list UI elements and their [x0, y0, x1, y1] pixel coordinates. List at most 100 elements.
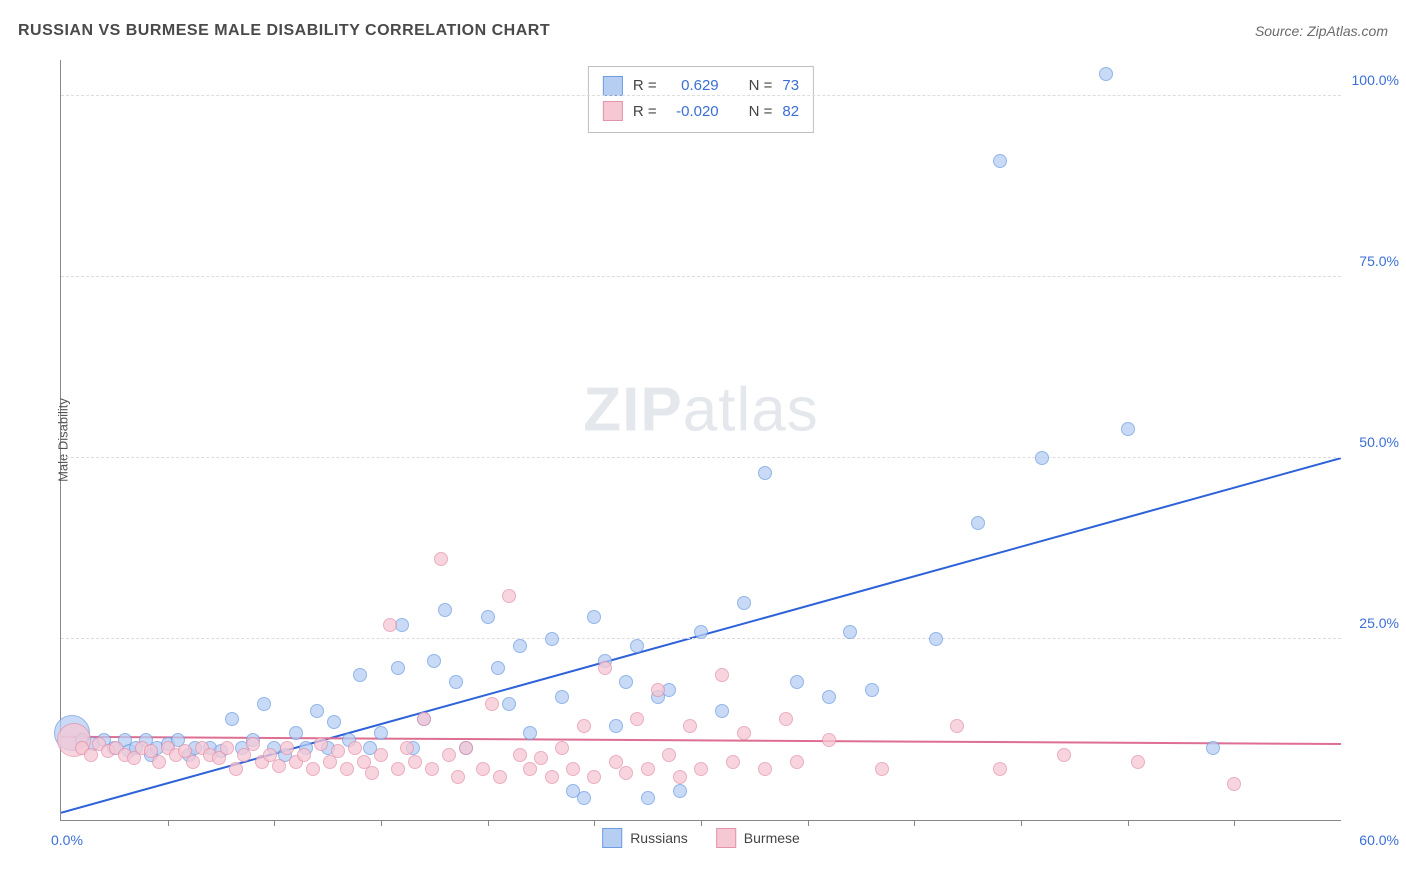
data-point: [630, 712, 644, 726]
data-point: [152, 755, 166, 769]
data-point: [502, 697, 516, 711]
watermark-atlas: atlas: [683, 375, 819, 444]
y-tick-label: 25.0%: [1359, 615, 1399, 631]
x-tick: [808, 820, 809, 826]
data-point: [523, 762, 537, 776]
data-point: [758, 466, 772, 480]
legend-label: Russians: [630, 830, 688, 846]
chart-title: RUSSIAN VS BURMESE MALE DISABILITY CORRE…: [18, 22, 550, 40]
x-tick: [1234, 820, 1235, 826]
data-point: [427, 654, 441, 668]
legend-swatch: [603, 76, 623, 96]
data-point: [822, 733, 836, 747]
data-point: [929, 632, 943, 646]
data-point: [577, 719, 591, 733]
data-point: [673, 784, 687, 798]
data-point: [476, 762, 490, 776]
r-value: -0.020: [667, 99, 719, 125]
data-point: [619, 675, 633, 689]
data-point: [545, 770, 559, 784]
data-point: [327, 715, 341, 729]
data-point: [555, 690, 569, 704]
legend-swatch: [603, 101, 623, 121]
x-tick: [488, 820, 489, 826]
series-legend: Russians Burmese: [602, 828, 800, 848]
data-point: [1099, 67, 1113, 81]
trend-lines: [61, 60, 1341, 820]
data-point: [310, 704, 324, 718]
data-point: [449, 675, 463, 689]
x-tick: [168, 820, 169, 826]
data-point: [694, 625, 708, 639]
data-point: [630, 639, 644, 653]
data-point: [673, 770, 687, 784]
r-label: R =: [633, 99, 657, 125]
data-point: [1206, 741, 1220, 755]
data-point: [459, 741, 473, 755]
data-point: [340, 762, 354, 776]
n-label: N =: [749, 99, 773, 125]
watermark: ZIPatlas: [583, 374, 818, 445]
data-point: [1035, 451, 1049, 465]
data-point: [513, 639, 527, 653]
x-origin-label: 0.0%: [51, 832, 83, 848]
data-point: [374, 748, 388, 762]
data-point: [651, 683, 665, 697]
legend-item: Russians: [602, 828, 688, 848]
data-point: [306, 762, 320, 776]
x-tick: [274, 820, 275, 826]
data-point: [481, 610, 495, 624]
data-point: [493, 770, 507, 784]
data-point: [220, 741, 234, 755]
data-point: [566, 762, 580, 776]
data-point: [993, 762, 1007, 776]
y-tick-label: 50.0%: [1359, 434, 1399, 450]
data-point: [391, 661, 405, 675]
y-axis-title: Male Disability: [55, 398, 70, 482]
data-point: [587, 770, 601, 784]
data-point: [555, 741, 569, 755]
data-point: [186, 755, 200, 769]
data-point: [425, 762, 439, 776]
data-point: [726, 755, 740, 769]
data-point: [289, 726, 303, 740]
x-end-label: 60.0%: [1359, 832, 1399, 848]
data-point: [545, 632, 559, 646]
y-tick-label: 75.0%: [1359, 253, 1399, 269]
legend-item: Burmese: [716, 828, 800, 848]
data-point: [779, 712, 793, 726]
data-point: [737, 596, 751, 610]
data-point: [229, 762, 243, 776]
data-point: [502, 589, 516, 603]
data-point: [383, 618, 397, 632]
data-point: [400, 741, 414, 755]
data-point: [577, 791, 591, 805]
gridline: [61, 95, 1341, 96]
data-point: [280, 741, 294, 755]
x-tick: [914, 820, 915, 826]
data-point: [534, 751, 548, 765]
data-point: [694, 762, 708, 776]
gridline: [61, 457, 1341, 458]
data-point: [950, 719, 964, 733]
legend-swatch: [602, 828, 622, 848]
data-point: [523, 726, 537, 740]
data-point: [822, 690, 836, 704]
data-point: [391, 762, 405, 776]
data-point: [485, 697, 499, 711]
x-tick: [594, 820, 595, 826]
data-point: [737, 726, 751, 740]
stats-row: R = -0.020 N = 82: [603, 99, 799, 125]
data-point: [374, 726, 388, 740]
data-point: [297, 748, 311, 762]
data-point: [246, 737, 260, 751]
y-tick-label: 100.0%: [1352, 72, 1399, 88]
data-point: [417, 712, 431, 726]
data-point: [438, 603, 452, 617]
data-point: [395, 618, 409, 632]
n-value: 82: [782, 99, 799, 125]
data-point: [225, 712, 239, 726]
data-point: [619, 766, 633, 780]
watermark-zip: ZIP: [583, 375, 682, 444]
data-point: [971, 516, 985, 530]
